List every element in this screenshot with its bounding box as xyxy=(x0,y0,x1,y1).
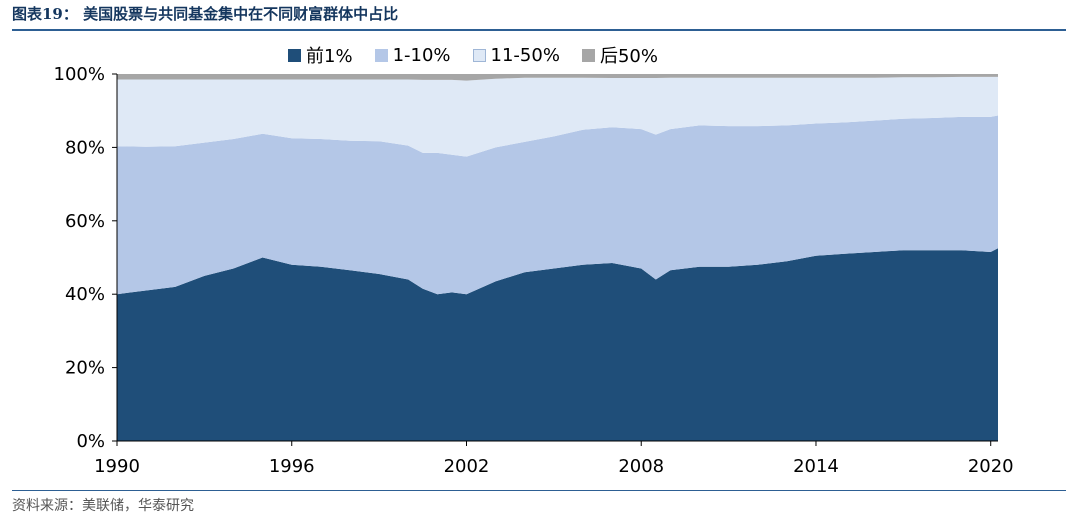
y-tick-label: 80% xyxy=(65,137,105,158)
legend-label-1-10: 1-10% xyxy=(392,44,451,66)
y-tick-label: 40% xyxy=(65,284,105,305)
legend-item-11-50: 11-50% xyxy=(472,44,560,66)
legend-swatch-bottom50 xyxy=(581,48,595,62)
y-tick-label: 60% xyxy=(65,211,105,232)
x-tick-label: 2008 xyxy=(618,456,664,477)
legend-label-top1: 前1% xyxy=(306,46,353,67)
area-bottom50 xyxy=(117,74,998,81)
area-1-10 xyxy=(117,115,998,295)
x-tick-label: 1990 xyxy=(94,456,140,477)
stacked-area-chart: 0% 20% 40% 60% 80% 100% 1990 1996 2002 2008 2014 2… xyxy=(54,64,1014,477)
chart-legend: 前1% 1-10% 11-50% 后50% xyxy=(288,42,680,68)
x-tick-label: 1996 xyxy=(269,456,315,477)
y-tick-label: 100% xyxy=(54,64,105,85)
title-rule xyxy=(12,29,1066,31)
area-11-50 xyxy=(117,76,998,157)
area-top1 xyxy=(117,248,998,441)
source-rule xyxy=(12,490,1066,491)
y-tick-label: 0% xyxy=(76,431,105,452)
source-note: 资料来源：美联储，华泰研究 xyxy=(12,498,194,514)
legend-swatch-11-50 xyxy=(472,48,486,62)
legend-swatch-1-10 xyxy=(374,48,388,62)
chart-axes xyxy=(112,73,998,446)
legend-item-top1: 前1% xyxy=(288,42,353,68)
legend-item-bottom50: 后50% xyxy=(581,42,658,68)
x-tick-labels: 1990 1996 2002 2008 2014 2020 xyxy=(94,456,1014,477)
legend-label-11-50: 11-50% xyxy=(490,44,560,66)
legend-label-bottom50: 后50% xyxy=(599,46,658,67)
area-layers xyxy=(117,74,998,441)
y-tick-labels: 0% 20% 40% 60% 80% 100% xyxy=(54,64,105,452)
figure-title: 图表19： 美国股票与共同基金集中在不同财富群体中占比 xyxy=(12,5,399,23)
x-tick-label: 2020 xyxy=(968,456,1014,477)
x-tick-label: 2002 xyxy=(444,456,490,477)
legend-item-1-10: 1-10% xyxy=(374,44,451,66)
legend-swatch-top1 xyxy=(288,48,301,62)
y-tick-label: 20% xyxy=(65,358,105,379)
x-tick-label: 2014 xyxy=(793,456,839,477)
